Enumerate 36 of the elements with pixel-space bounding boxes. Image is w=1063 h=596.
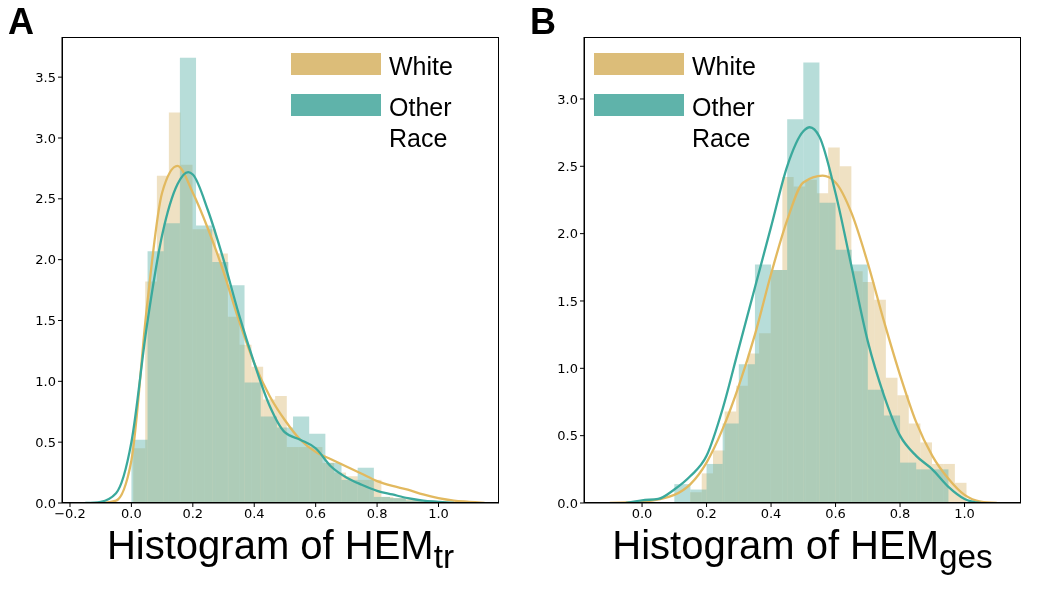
x-tick-label: 0.4 (760, 506, 782, 522)
x-tick-label: 1.0 (428, 506, 449, 522)
legend-label: White (389, 51, 454, 82)
x-axis-title: Histogram of HEM$_{tr}$ (105, 523, 456, 576)
y-tick-label: 2.5 (557, 158, 578, 174)
y-tick-label: 2.5 (35, 191, 56, 207)
y-tick-label: 3.0 (35, 130, 56, 146)
x-tick-label: 1.0 (954, 506, 975, 522)
y-tick-label: 1.0 (35, 373, 56, 389)
y-tick-label: 3.5 (35, 69, 56, 85)
legend-label: Other Race (692, 92, 756, 154)
chart-title: A (8, 1, 34, 42)
x-tick-label: 0.0 (631, 506, 653, 522)
y-tick-label: 1.5 (557, 293, 578, 309)
x-tick-label: 0.8 (366, 506, 388, 522)
y-tick-label: 0.5 (557, 428, 578, 444)
x-tick-label: 0.6 (305, 506, 327, 522)
y-tick-label: 1.0 (557, 360, 578, 376)
x-tick-label: 0.4 (243, 506, 265, 522)
y-tick-label: 0.5 (35, 434, 56, 450)
y-tick-label: 2.0 (35, 252, 56, 268)
x-axis-title: Histogram of HEM$_{ges}$ (611, 523, 994, 576)
x-tick-label: 0.2 (696, 506, 717, 522)
x-tick-label: 0.6 (825, 506, 846, 522)
x-tick-label: 0.2 (182, 506, 204, 522)
y-tick-label: 1.5 (35, 313, 56, 329)
x-tick-label: 0.0 (121, 506, 142, 522)
x-tick-label: −0.2 (54, 506, 86, 522)
chart-title: B (530, 1, 556, 42)
legend-label: Other Race (389, 92, 453, 154)
y-tick-label: 3.0 (557, 91, 578, 107)
y-tick-label: 0.0 (35, 495, 56, 511)
y-tick-label: 2.0 (557, 226, 578, 242)
x-tick-label: 0.8 (889, 506, 911, 522)
legend-label: White (692, 51, 757, 82)
y-tick-label: 0.0 (557, 495, 578, 511)
